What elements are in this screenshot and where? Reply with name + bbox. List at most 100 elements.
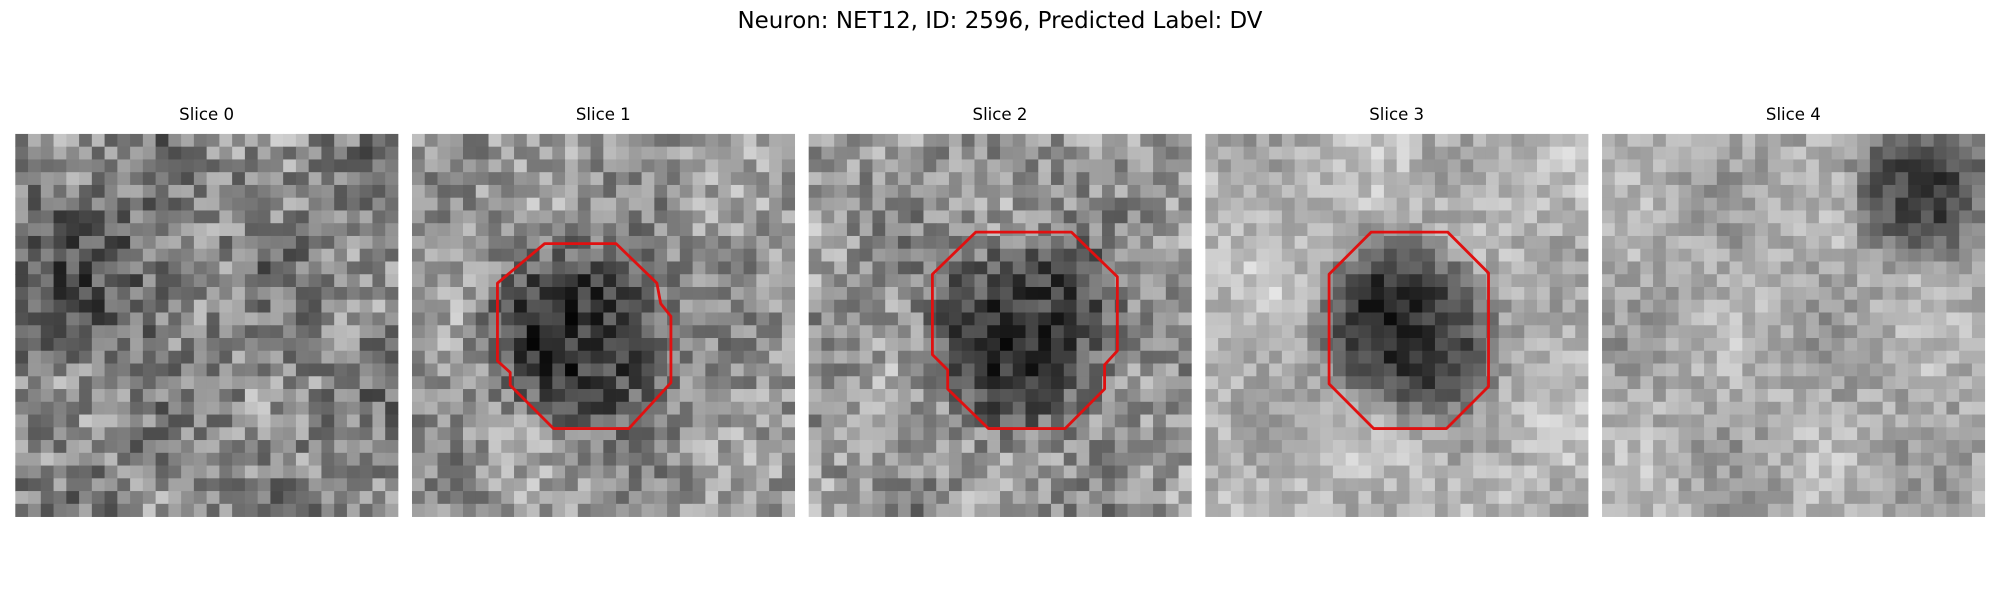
pixel [1665,312,1679,326]
pixel [463,376,477,390]
pixel [1959,440,1973,454]
pixel [1653,401,1667,415]
pixel [501,197,515,211]
pixel [948,248,963,262]
pixel [142,261,156,275]
pixel [616,491,630,505]
pixel [142,223,156,237]
pixel [1869,210,1884,224]
pixel [1294,299,1308,313]
pixel [450,223,464,237]
pixel [130,503,144,517]
pixel [1230,503,1245,517]
pixel [1422,159,1436,173]
pixel [1076,338,1090,352]
pixel [1895,452,1909,466]
pixel [1345,389,1359,403]
pixel [181,491,195,505]
pixel [411,223,426,237]
pixel [488,286,502,301]
pixel [53,235,67,250]
pixel [897,376,912,390]
pixel [28,325,42,339]
pixel [1218,401,1232,415]
pixel [897,261,912,275]
pixel [1971,210,1986,224]
pixel [295,210,310,224]
pixel [66,210,80,224]
pixel [1524,312,1538,326]
pixel [718,184,732,199]
pixel [756,197,770,211]
pixel [808,465,822,479]
pixel [743,274,757,288]
pixel [15,389,29,403]
pixel [897,503,912,517]
pixel [206,133,220,148]
pixel [577,184,591,199]
pixel [1665,503,1679,517]
pixel [1447,210,1461,224]
pixel [1178,210,1192,224]
pixel [1844,491,1858,505]
pixel [1524,325,1538,339]
pixel [1793,452,1807,466]
pixel [104,325,118,339]
pixel [1971,491,1986,505]
pixel [1524,274,1538,288]
pixel [450,261,464,275]
pixel [705,350,719,364]
pixel [346,312,361,326]
pixel [219,133,233,148]
pixel [667,338,681,352]
pixel [53,172,67,186]
pixel [168,312,182,326]
pixel [1691,440,1705,454]
pixel [232,376,246,390]
pixel [1536,261,1551,275]
pixel [577,325,591,339]
pixel [1536,299,1551,313]
pixel [1665,440,1679,454]
pixel [437,146,451,160]
pixel [15,299,29,313]
pixel [1678,452,1692,466]
pixel [1665,376,1679,390]
pixel [1575,274,1589,288]
pixel [1422,235,1436,250]
pixel [910,478,924,492]
pixel [257,312,271,326]
pixel [501,465,515,479]
pixel [1549,363,1563,377]
pixel [91,299,105,313]
pixel [565,414,579,428]
pixel [1844,478,1858,492]
pixel [283,172,297,186]
pixel [1243,452,1257,466]
pixel [1076,465,1090,479]
pixel [948,261,963,275]
pixel [1857,235,1871,250]
pixel [1473,491,1487,505]
pixel [1358,184,1372,199]
pixel [628,452,642,466]
pixel [1383,452,1398,466]
pixel [1307,248,1321,262]
pixel [1434,338,1449,352]
pixel [1025,286,1039,301]
pixel [1908,503,1922,517]
pixel [679,248,693,262]
pixel [1460,159,1474,173]
pixel [1920,363,1935,377]
pixel [897,440,912,454]
pixel [1051,350,1065,364]
pixel [1485,223,1500,237]
pixel [79,133,93,148]
pixel [1691,223,1705,237]
pixel [603,491,617,505]
pixel [1140,248,1154,262]
pixel [1063,491,1077,505]
pixel [168,133,182,148]
pixel [463,223,477,237]
pixel [1165,261,1179,275]
